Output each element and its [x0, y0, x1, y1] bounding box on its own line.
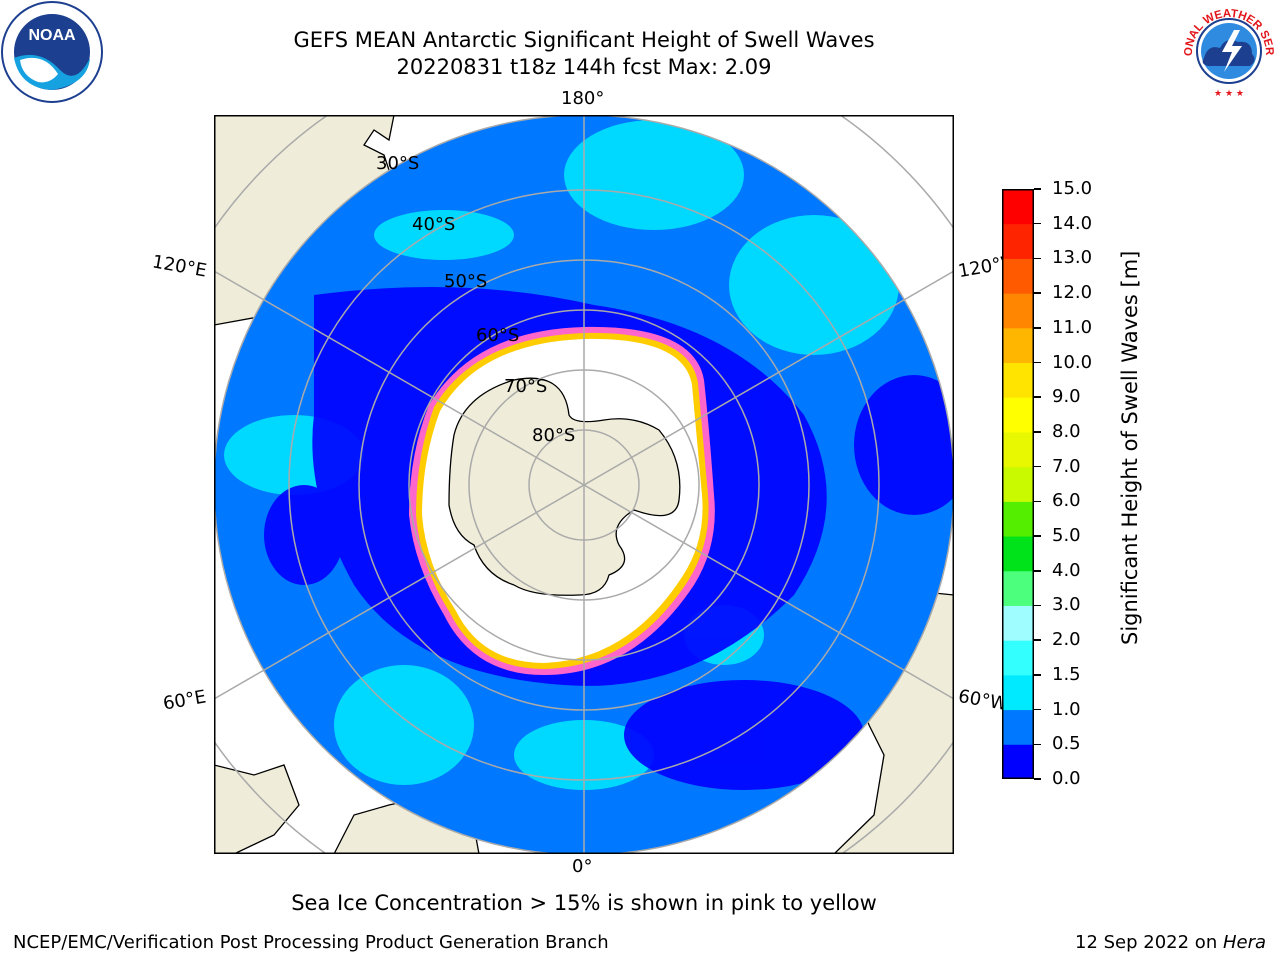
- colorbar-tick-label: 4.0: [1052, 559, 1081, 581]
- africa-land: [214, 764, 300, 854]
- colorbar-tick-label: 10.0: [1052, 351, 1093, 373]
- date-value: 12 Sep 2022 on: [1075, 932, 1223, 953]
- colorbar-tick-label: 6.0: [1052, 490, 1081, 512]
- colorbar-segment: [1002, 258, 1034, 294]
- colorbar-tick-mark: [1034, 361, 1041, 364]
- antarctica-land: [448, 377, 681, 596]
- colorbar-tick-label: 12.0: [1052, 282, 1093, 304]
- colorbar-tick-label: 1.5: [1052, 663, 1081, 685]
- colorbar-tick-mark: [1034, 570, 1041, 572]
- colorbar-tick-label: 14.0: [1052, 212, 1093, 234]
- colorbar-tick-label: 11.0: [1052, 316, 1093, 338]
- colorbar-segment: [1002, 674, 1034, 711]
- colorbar-tick-mark: [1034, 674, 1041, 676]
- nws-logo-icon: NATIONAL WEATHER SERVICE ★ ★ ★: [1178, 0, 1278, 100]
- colorbar-tick-mark: [1034, 743, 1041, 746]
- colorbar-label: Significant Height of Swell Waves [m]: [1118, 250, 1142, 645]
- colorbar-segment: [1002, 501, 1034, 537]
- colorbar-tick-mark: [1034, 500, 1041, 503]
- colorbar: [1002, 189, 1034, 779]
- colorbar-tick-label: 1.0: [1052, 698, 1081, 720]
- colorbar-tick-label: 2.0: [1052, 629, 1081, 651]
- chart-title: GEFS MEAN Antarctic Significant Height o…: [293, 28, 875, 52]
- colorbar-segment: [1002, 362, 1034, 398]
- colorbar-tick-mark: [1034, 327, 1041, 329]
- colorbar-segment: [1002, 570, 1034, 606]
- lat-label-70s: 70°S: [504, 376, 547, 397]
- lon-label-60e: 60°E: [161, 686, 208, 715]
- colorbar-tick-mark: [1034, 431, 1041, 433]
- lon-label-0: 0°: [572, 856, 593, 877]
- colorbar-segment: [1002, 397, 1034, 433]
- colorbar-tick-label: 3.0: [1052, 594, 1081, 616]
- colorbar-tick-mark: [1034, 778, 1041, 780]
- lat-label-60s: 60°S: [476, 325, 519, 346]
- colorbar-tick-mark: [1034, 222, 1041, 225]
- sea-ice-note: Sea Ice Concentration > 15% is shown in …: [291, 891, 877, 915]
- colorbar-tick-mark: [1034, 708, 1041, 711]
- credit-text: NCEP/EMC/Verification Post Processing Pr…: [13, 932, 609, 953]
- lon-label-120e: 120°E: [150, 251, 209, 282]
- colorbar-tick-label: 9.0: [1052, 386, 1081, 408]
- svg-text:★ ★ ★: ★ ★ ★: [1214, 89, 1244, 99]
- colorbar-segment: [1002, 189, 1034, 225]
- colorbar-tick-label: 0.5: [1052, 733, 1081, 755]
- colorbar-tick-mark: [1034, 396, 1041, 398]
- colorbar-tick-mark: [1034, 604, 1041, 607]
- machine-name: Hera: [1222, 932, 1266, 953]
- lat-label-80s: 80°S: [532, 425, 575, 446]
- colorbar-segment: [1002, 536, 1034, 572]
- chart-subtitle: 20220831 t18z 144h fcst Max: 2.09: [396, 55, 772, 79]
- colorbar-tick-mark: [1034, 465, 1041, 468]
- lon-label-180: 180°: [561, 88, 605, 109]
- colorbar-segment: [1002, 327, 1034, 364]
- lat-label-30s: 30°S: [376, 153, 419, 174]
- noaa-logo-text: NOAA: [28, 27, 76, 44]
- colorbar-tick-label: 13.0: [1052, 247, 1093, 269]
- colorbar-tick-label: 15.0: [1052, 178, 1093, 199]
- colorbar-tick-label: 7.0: [1052, 455, 1081, 477]
- colorbar-segment: [1002, 605, 1034, 641]
- colorbar-tick-mark: [1034, 292, 1041, 294]
- colorbar-tick-mark: [1034, 188, 1041, 190]
- colorbar-tick-label: 8.0: [1052, 420, 1081, 442]
- colorbar-segment: [1002, 293, 1034, 329]
- colorbar-segment: [1002, 431, 1034, 468]
- polar-map: 30°S 40°S 50°S 60°S 70°S 80°S: [214, 115, 954, 854]
- colorbar-segment: [1002, 223, 1034, 259]
- lat-label-40s: 40°S: [412, 214, 455, 235]
- colorbar-tick-label: 0.0: [1052, 768, 1081, 789]
- colorbar-segment: [1002, 709, 1034, 745]
- noaa-logo-icon: NOAA: [1, 1, 103, 103]
- date-text: 12 Sep 2022 on Hera: [1075, 932, 1266, 953]
- lat-label-50s: 50°S: [444, 271, 487, 292]
- colorbar-tick-mark: [1034, 639, 1041, 641]
- colorbar-segment: [1002, 466, 1034, 502]
- colorbar-segment: [1002, 640, 1034, 676]
- colorbar-segment: [1002, 744, 1034, 779]
- colorbar-tick-label: 5.0: [1052, 525, 1081, 547]
- colorbar-tick-mark: [1034, 535, 1041, 537]
- colorbar-tick-mark: [1034, 257, 1041, 260]
